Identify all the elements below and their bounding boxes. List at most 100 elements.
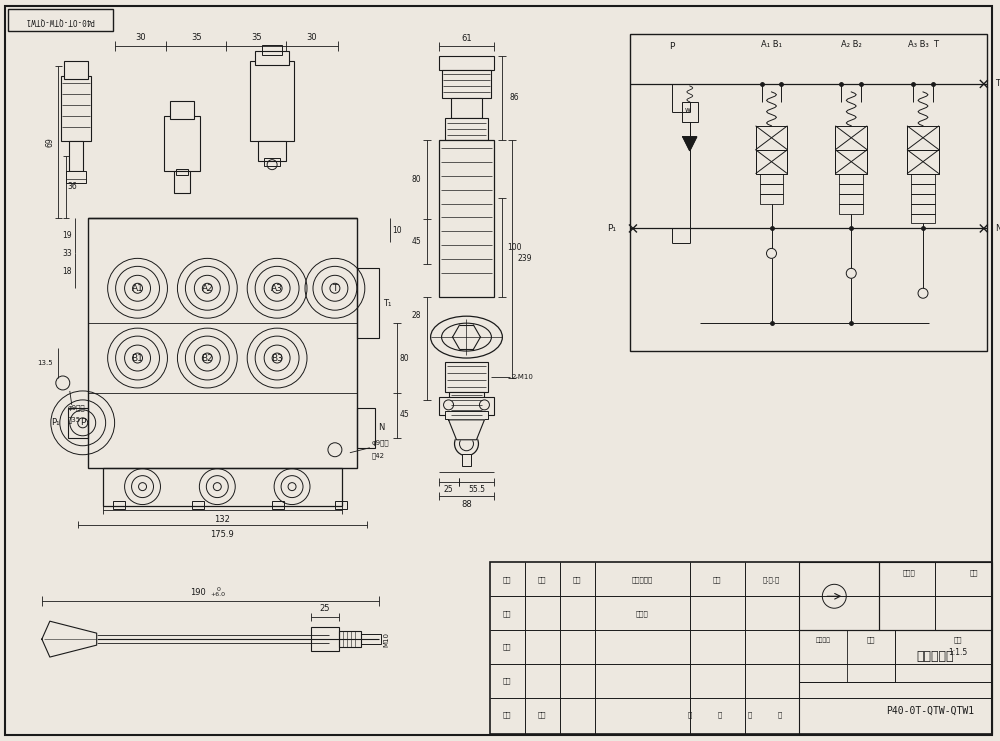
Text: 张: 张 <box>718 711 722 718</box>
Bar <box>760 173 783 184</box>
Bar <box>911 184 935 193</box>
Text: P₁: P₁ <box>608 224 617 233</box>
Text: P: P <box>669 41 675 50</box>
Bar <box>8 9 113 31</box>
Bar <box>911 193 935 204</box>
Text: 88: 88 <box>461 500 472 509</box>
Bar <box>879 562 992 630</box>
Bar <box>272 501 284 508</box>
Text: 签名: 签名 <box>712 576 721 582</box>
Bar <box>756 126 787 150</box>
Bar <box>250 61 294 141</box>
Text: 0: 0 <box>216 587 220 592</box>
Bar <box>445 411 488 419</box>
Bar <box>262 45 282 55</box>
Text: 25: 25 <box>444 485 453 494</box>
Text: 35: 35 <box>191 33 202 41</box>
Bar <box>839 173 863 184</box>
Bar <box>439 397 494 415</box>
Text: 100: 100 <box>507 243 522 252</box>
Bar <box>88 219 357 468</box>
Bar <box>907 150 939 173</box>
Text: w: w <box>685 107 691 113</box>
Text: 10: 10 <box>392 226 402 235</box>
Text: B1: B1 <box>132 353 143 362</box>
Text: 80: 80 <box>400 353 410 362</box>
Bar <box>911 213 935 224</box>
Bar <box>170 101 194 119</box>
Bar <box>449 392 484 420</box>
Text: 设计: 设计 <box>503 610 512 617</box>
Text: 36: 36 <box>68 182 78 191</box>
Bar <box>439 140 494 297</box>
Text: 标记: 标记 <box>503 576 512 582</box>
Bar <box>258 141 286 161</box>
Text: 19: 19 <box>62 231 72 240</box>
Text: P₁: P₁ <box>51 419 60 428</box>
Text: 13.5: 13.5 <box>37 360 53 366</box>
Bar <box>66 170 86 182</box>
Text: B2: B2 <box>201 353 213 362</box>
Text: 45: 45 <box>412 237 422 246</box>
Text: N: N <box>379 423 385 432</box>
Text: 静良标记: 静良标记 <box>816 637 831 643</box>
Text: 分区: 分区 <box>573 576 581 582</box>
Text: A3: A3 <box>271 284 283 293</box>
Text: 高42: 高42 <box>372 453 385 459</box>
Text: 第: 第 <box>747 711 752 718</box>
Text: 30: 30 <box>135 33 146 41</box>
Bar <box>357 268 379 338</box>
Bar <box>174 170 190 193</box>
Bar <box>911 204 935 213</box>
Bar <box>264 158 280 166</box>
Polygon shape <box>449 420 484 439</box>
Circle shape <box>455 432 478 456</box>
Bar <box>339 631 361 647</box>
Bar <box>835 126 867 150</box>
Text: T₁: T₁ <box>995 79 1000 88</box>
Bar <box>69 141 83 170</box>
Text: 工艺: 工艺 <box>503 711 512 718</box>
Text: 61: 61 <box>461 33 472 42</box>
Bar <box>907 126 939 150</box>
Text: 张: 张 <box>777 711 782 718</box>
Bar <box>113 501 125 508</box>
Text: 标准化: 标准化 <box>636 610 648 617</box>
Text: 33: 33 <box>62 249 72 258</box>
Bar <box>439 56 494 70</box>
Bar <box>760 193 783 204</box>
Text: T: T <box>332 284 338 293</box>
Bar <box>835 150 867 173</box>
Text: A₂ B₂: A₂ B₂ <box>841 39 862 49</box>
Text: 190: 190 <box>190 588 206 597</box>
Text: P: P <box>80 419 85 428</box>
Bar <box>103 468 342 505</box>
Bar <box>255 51 289 65</box>
Bar <box>490 562 992 734</box>
Text: P40-OT-QTW-QTW1: P40-OT-QTW-QTW1 <box>25 16 94 24</box>
Bar <box>911 173 935 184</box>
Text: 35: 35 <box>251 33 261 41</box>
Text: M10: M10 <box>384 631 390 647</box>
Bar <box>311 627 339 651</box>
Text: 18: 18 <box>62 267 72 276</box>
Text: 共: 共 <box>688 711 692 718</box>
Text: A₃ B₃  T: A₃ B₃ T <box>908 39 939 49</box>
Text: 86: 86 <box>510 93 519 102</box>
Bar <box>682 102 698 122</box>
Bar <box>164 116 200 170</box>
Bar <box>357 408 375 448</box>
Bar <box>756 150 787 173</box>
Text: 25: 25 <box>320 604 330 613</box>
Text: 比例: 比例 <box>954 637 962 643</box>
Text: +6.0: +6.0 <box>211 592 226 597</box>
Text: 239: 239 <box>517 254 532 263</box>
Bar <box>451 98 482 118</box>
Text: 45: 45 <box>400 411 410 419</box>
Bar <box>839 184 863 193</box>
Bar <box>799 630 895 682</box>
Polygon shape <box>683 137 697 150</box>
Bar <box>445 118 488 140</box>
Text: 30: 30 <box>307 33 317 41</box>
Polygon shape <box>42 621 97 657</box>
